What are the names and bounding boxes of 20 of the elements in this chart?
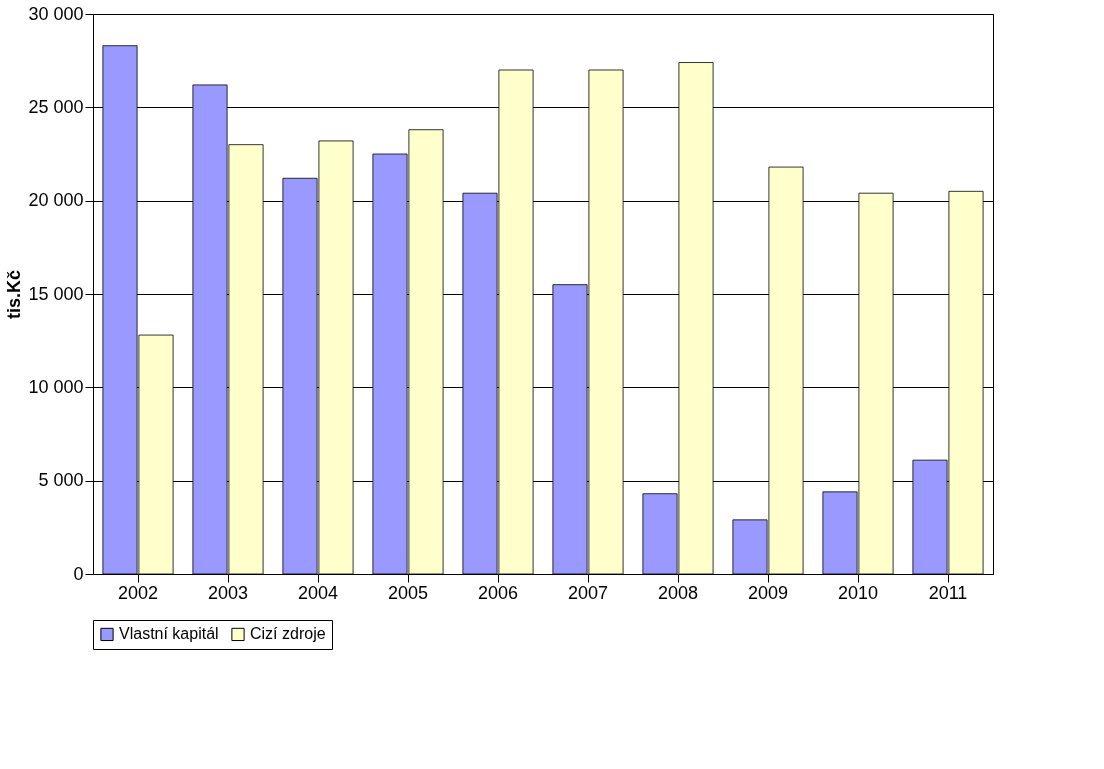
x-tick-label: 2002 (117, 582, 159, 603)
legend-label: Vlastní kapitál (119, 625, 219, 643)
x-tick-label: 2010 (837, 582, 879, 603)
x-tick-label: 2007 (567, 582, 609, 603)
legend-label: Cizí zdroje (250, 625, 326, 643)
y-tick-label: 20 000 (28, 190, 84, 211)
x-tick-label: 2006 (477, 582, 519, 603)
y-tick-label: 15 000 (28, 283, 84, 304)
x-tick-label: 2003 (207, 582, 249, 603)
x-tick-label: 2009 (747, 582, 789, 603)
y-tick-label: 25 000 (28, 96, 84, 117)
y-tick-label: 30 000 (28, 3, 84, 24)
y-tick-label: 0 (73, 563, 84, 584)
y-tick-label: 5 000 (38, 470, 84, 491)
x-tick-label: 2005 (387, 582, 429, 603)
y-tick-label: 10 000 (28, 376, 84, 397)
y-axis-title: tis.Kč (4, 269, 25, 320)
x-tick-label: 2004 (297, 582, 339, 603)
x-tick-label: 2008 (657, 582, 699, 603)
x-tick-label: 2011 (928, 582, 968, 603)
